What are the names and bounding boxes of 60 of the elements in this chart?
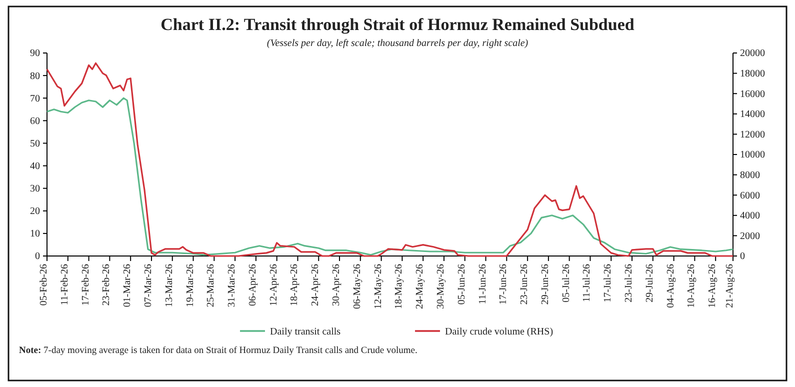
y-tick-label: 80 — [30, 70, 40, 82]
x-tick-label: 12-Apr-26 — [268, 264, 280, 306]
y2-tick-label: 4000 — [740, 210, 760, 222]
y2-tick-label: 16000 — [740, 88, 765, 100]
y2-tick-label: 10000 — [740, 150, 765, 161]
x-tick-label: 11-Jun-26 — [477, 264, 488, 304]
x-tick-label: 05-Jun-26 — [456, 264, 468, 305]
x-tick-label: 21-Aug-26 — [724, 264, 736, 308]
y2-tick-label: 20000 — [740, 48, 765, 60]
x-tick-label: 06-May-26 — [352, 264, 363, 309]
x-tick-label: 17-Jun-26 — [498, 264, 510, 305]
y2-tick-label: 2000 — [740, 230, 760, 242]
y-tick-label: 70 — [30, 93, 40, 104]
x-tick-label: 12-May-26 — [372, 264, 384, 309]
y-tick-label: 10 — [30, 228, 40, 240]
x-tick-label: 16-Aug-26 — [707, 264, 718, 308]
x-tick-label: 25-Mar-26 — [206, 264, 217, 308]
y2-tick-label: 18000 — [740, 68, 765, 80]
x-tick-label: 06-Apr-26 — [247, 264, 258, 306]
y-tick-label: 60 — [30, 116, 40, 127]
x-tick-label: 07-Mar-26 — [142, 264, 154, 308]
y2-tick-label: 6000 — [740, 190, 760, 202]
x-tick-label: 31-Mar-26 — [226, 264, 238, 308]
chart-subtitle: (Vessels per day, left scale; thousand barrels per day, right scale) — [266, 38, 529, 49]
y2-tick-label: 8000 — [740, 170, 760, 181]
y-tick-label: 40 — [30, 160, 40, 172]
x-tick-label: 11-Feb-26 — [59, 264, 70, 306]
y-tick-label: 50 — [30, 138, 40, 150]
x-tick-label: 11-Jul-26 — [582, 264, 593, 302]
x-tick-label: 10-Aug-26 — [686, 264, 698, 308]
y2-tick-label: 14000 — [740, 109, 765, 120]
chart-title: Chart II.2: Transit through Strait of Hormuz Remained Subdued — [160, 15, 635, 34]
x-tick-label: 19-Mar-26 — [184, 264, 196, 308]
x-tick-label: 23-Jun-26 — [519, 264, 530, 305]
x-tick-label: 30-May-26 — [435, 264, 446, 309]
x-tick-label: 24-May-26 — [414, 264, 426, 309]
x-tick-label: 01-Mar-26 — [122, 264, 134, 308]
x-tick-label: 23-Jul-26 — [624, 264, 635, 302]
x-tick-label: 24-Apr-26 — [310, 264, 322, 306]
y-tick-label: 0 — [35, 251, 40, 262]
y-tick-label: 20 — [30, 206, 40, 218]
x-tick-label: 13-Mar-26 — [164, 264, 175, 308]
x-tick-label: 04-Aug-26 — [665, 264, 676, 308]
y2-tick-label: 0 — [740, 251, 745, 262]
y-tick-label: 30 — [30, 184, 40, 195]
y2-tick-label: 12000 — [740, 129, 765, 140]
y-tick-label: 90 — [30, 48, 40, 60]
x-tick-label: 23-Feb-26 — [101, 264, 112, 306]
x-tick-label: 18-Apr-26 — [289, 264, 300, 306]
x-tick-label: 05-Feb-26 — [38, 264, 50, 306]
x-tick-label: 29-Jun-26 — [540, 264, 551, 305]
x-tick-label: 17-Jul-26 — [602, 264, 614, 302]
legend-label: Daily transit calls — [270, 326, 341, 338]
x-tick-label: 30-Apr-26 — [331, 264, 342, 306]
text: Note: 7-day moving average is taken for data on Strait of Hormuz Daily Transit calls and Crude volume. — [19, 346, 418, 356]
x-tick-label: 05-Jul-26 — [560, 264, 572, 302]
x-tick-label: 18-May-26 — [394, 264, 405, 309]
legend-label: Daily crude volume (RHS) — [445, 326, 554, 338]
x-tick-label: 17-Feb-26 — [80, 264, 92, 306]
x-tick-label: 29-Jul-26 — [644, 264, 656, 302]
